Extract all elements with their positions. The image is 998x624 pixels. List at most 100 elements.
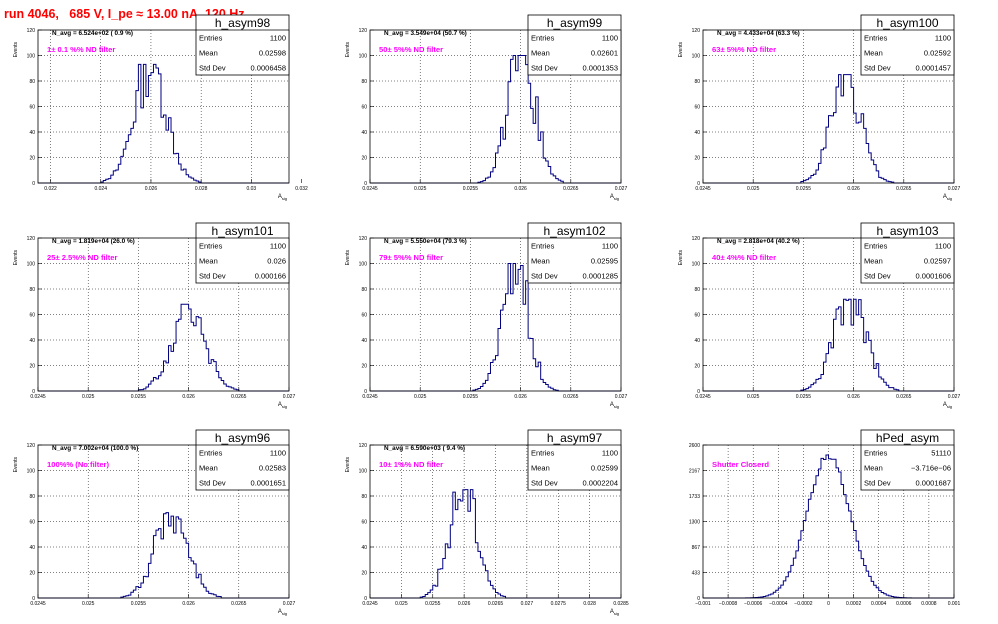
stats-value: 0.0001651 xyxy=(251,479,286,488)
stats-box xyxy=(860,222,955,284)
y-tick-label: 60 xyxy=(361,520,367,526)
x-tick-label: 0.0255 xyxy=(796,394,812,400)
y-tick-label: 0 xyxy=(32,596,35,602)
y-tick-label: 100 xyxy=(359,262,368,268)
filter-note: 63± 5%% ND filter xyxy=(712,45,776,54)
y-tick-label: 0 xyxy=(32,181,35,187)
x-tick-label: 0.0265 xyxy=(231,601,247,607)
stats-box-title: h_asym101 xyxy=(211,224,273,238)
y-tick-label: 1300 xyxy=(689,520,700,526)
navg-label: N_avg = 1.819e+04 (26.0 %) xyxy=(52,238,135,245)
stats-value: 1100 xyxy=(270,449,286,458)
stats-box-title: h_asym98 xyxy=(215,16,271,30)
y-tick-label: 80 xyxy=(29,494,35,500)
stats-label: Mean xyxy=(531,464,550,473)
y-tick-label: 2167 xyxy=(689,469,700,475)
x-tick-label: 0.026 xyxy=(514,394,527,400)
x-tick-label: 0.025 xyxy=(82,601,95,607)
y-tick-label: 60 xyxy=(694,313,700,319)
y-tick-label: 20 xyxy=(29,156,35,162)
x-axis-title-subscript: sig xyxy=(614,196,619,201)
y-tick-label: 60 xyxy=(361,105,367,111)
y-tick-label: 40 xyxy=(29,130,35,136)
navg-label: N_avg = 2.818e+04 (40.2 %) xyxy=(717,238,800,245)
y-tick-label: 120 xyxy=(27,443,36,449)
x-tick-label: 0.028 xyxy=(195,186,208,192)
x-tick-label: 0.032 xyxy=(295,186,308,192)
stats-value: 1100 xyxy=(270,34,286,43)
x-tick-label: 0.0255 xyxy=(131,601,147,607)
stats-value: 1100 xyxy=(602,34,618,43)
stats-value: 0.000166 xyxy=(255,272,286,281)
x-tick-label: 0.025 xyxy=(747,394,760,400)
y-tick-label: 120 xyxy=(359,443,368,449)
y-tick-label: 100 xyxy=(359,54,368,60)
x-tick-label: 0.027 xyxy=(615,186,628,192)
x-tick-label: 0.0245 xyxy=(362,394,378,400)
stats-label: Std Dev xyxy=(864,272,891,281)
stats-value: 0.02592 xyxy=(924,49,951,58)
x-axis-title: Asig xyxy=(278,402,287,409)
y-tick-label: 40 xyxy=(694,130,700,136)
x-tick-label: 0.0275 xyxy=(551,601,567,607)
pad-h_asym97: 0 20 40 60 80 100 120 0.0245 0.025 0.0255 0.026 0.0… xyxy=(345,429,629,616)
navg-label: N_avg = 6.590e+03 ( 9.4 %) xyxy=(384,445,465,452)
x-axis-title-subscript: sig xyxy=(947,196,952,201)
x-axis-title-main: A xyxy=(278,194,282,200)
x-tick-label: 0.03 xyxy=(246,186,256,192)
x-tick-label: 0.0245 xyxy=(30,394,46,400)
y-tick-label: 0 xyxy=(364,181,367,187)
y-tick-label: 20 xyxy=(29,364,35,370)
y-tick-label: 433 xyxy=(692,571,701,577)
y-tick-label: 60 xyxy=(29,105,35,111)
x-tick-label: 0.0006 xyxy=(896,601,912,607)
x-tick-label: 0.0245 xyxy=(695,394,711,400)
stats-box xyxy=(527,222,622,284)
stats-value: 0.02597 xyxy=(924,257,951,266)
x-axis-title-main: A xyxy=(278,609,282,615)
navg-label: N_avg = 5.550e+04 (79.3 %) xyxy=(384,238,467,245)
y-tick-label: 0 xyxy=(697,596,700,602)
x-tick-label: 0.025 xyxy=(82,394,95,400)
stats-value: 0.0001687 xyxy=(916,479,951,488)
stats-label: Entries xyxy=(531,34,555,43)
y-tick-label: 100 xyxy=(27,469,36,475)
x-tick-label: 0.025 xyxy=(395,601,408,607)
pad-h_asym102: 0 20 40 60 80 100 120 0.0245 0.025 0.0255 0.026 0.0… xyxy=(345,222,627,409)
x-axis-title-subscript: sig xyxy=(947,404,952,409)
x-tick-label: 0.026 xyxy=(847,186,860,192)
stats-value: 0.0001606 xyxy=(916,272,951,281)
stats-value: 1100 xyxy=(602,242,618,251)
y-tick-label: 80 xyxy=(694,287,700,293)
x-axis-title: Asig xyxy=(943,194,952,201)
histogram-series xyxy=(703,454,954,599)
filter-note: Shutter Closerd xyxy=(712,460,769,469)
x-axis-title-subscript: sig xyxy=(614,404,619,409)
y-tick-label: 100 xyxy=(27,54,36,60)
y-tick-label: 867 xyxy=(692,545,701,551)
y-tick-label: 0 xyxy=(32,389,35,395)
stats-box-title: h_asym103 xyxy=(876,224,938,238)
x-tick-label: 0.026 xyxy=(458,601,471,607)
y-tick-label: 0 xyxy=(697,181,700,187)
x-tick-label: 0.025 xyxy=(414,394,427,400)
stats-box-title: hPed_asym xyxy=(876,431,939,445)
y-tick-label: 80 xyxy=(29,287,35,293)
y-tick-label: 40 xyxy=(361,338,367,344)
y-tick-label: 40 xyxy=(29,545,35,551)
stats-value: 0.0001353 xyxy=(583,64,618,73)
y-tick-label: 60 xyxy=(29,313,35,319)
x-tick-label: 0.0265 xyxy=(488,601,504,607)
y-tick-label: 120 xyxy=(27,236,36,242)
stats-box-title: h_asym102 xyxy=(543,224,605,238)
x-tick-label: 0.0245 xyxy=(30,601,46,607)
histogram-series xyxy=(703,298,954,392)
y-tick-label: 80 xyxy=(29,79,35,85)
x-axis-title: Asig xyxy=(943,402,952,409)
y-tick-label: 80 xyxy=(694,79,700,85)
x-tick-label: 0.024 xyxy=(94,186,107,192)
y-tick-label: 120 xyxy=(692,28,701,34)
y-tick-label: 80 xyxy=(361,287,367,293)
x-tick-label: 0.0255 xyxy=(463,186,479,192)
x-tick-label: 0.0008 xyxy=(921,601,937,607)
